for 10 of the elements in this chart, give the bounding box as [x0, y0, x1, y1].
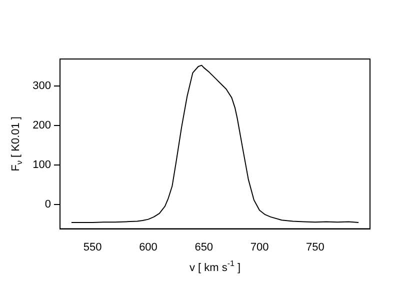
y-tick-label: 100: [32, 158, 51, 171]
x-tick-label: 750: [306, 241, 324, 254]
x-tick-label: 550: [83, 241, 102, 254]
x-tick-label: 700: [250, 241, 269, 254]
y-tick-label: 200: [32, 119, 51, 132]
y-axis-title: Fν [ K0.01 ]: [10, 116, 24, 172]
x-tick-label: 650: [194, 241, 214, 254]
y-tick-label: 300: [32, 80, 51, 92]
y-tick-label: 0: [44, 198, 51, 210]
x-tick-label: 600: [139, 241, 158, 254]
